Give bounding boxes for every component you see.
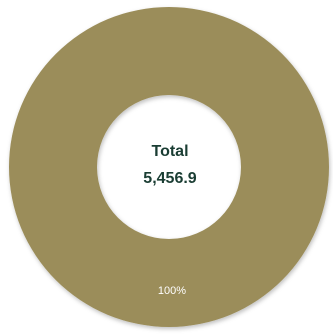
slice-labels: 100%	[158, 285, 186, 297]
donut-slice-0	[9, 7, 329, 327]
donut-slices	[9, 7, 329, 327]
center-total-label: Total	[151, 143, 188, 160]
slice-label-0: 100%	[158, 285, 186, 297]
center-total-value: 5,456.9	[143, 170, 196, 187]
